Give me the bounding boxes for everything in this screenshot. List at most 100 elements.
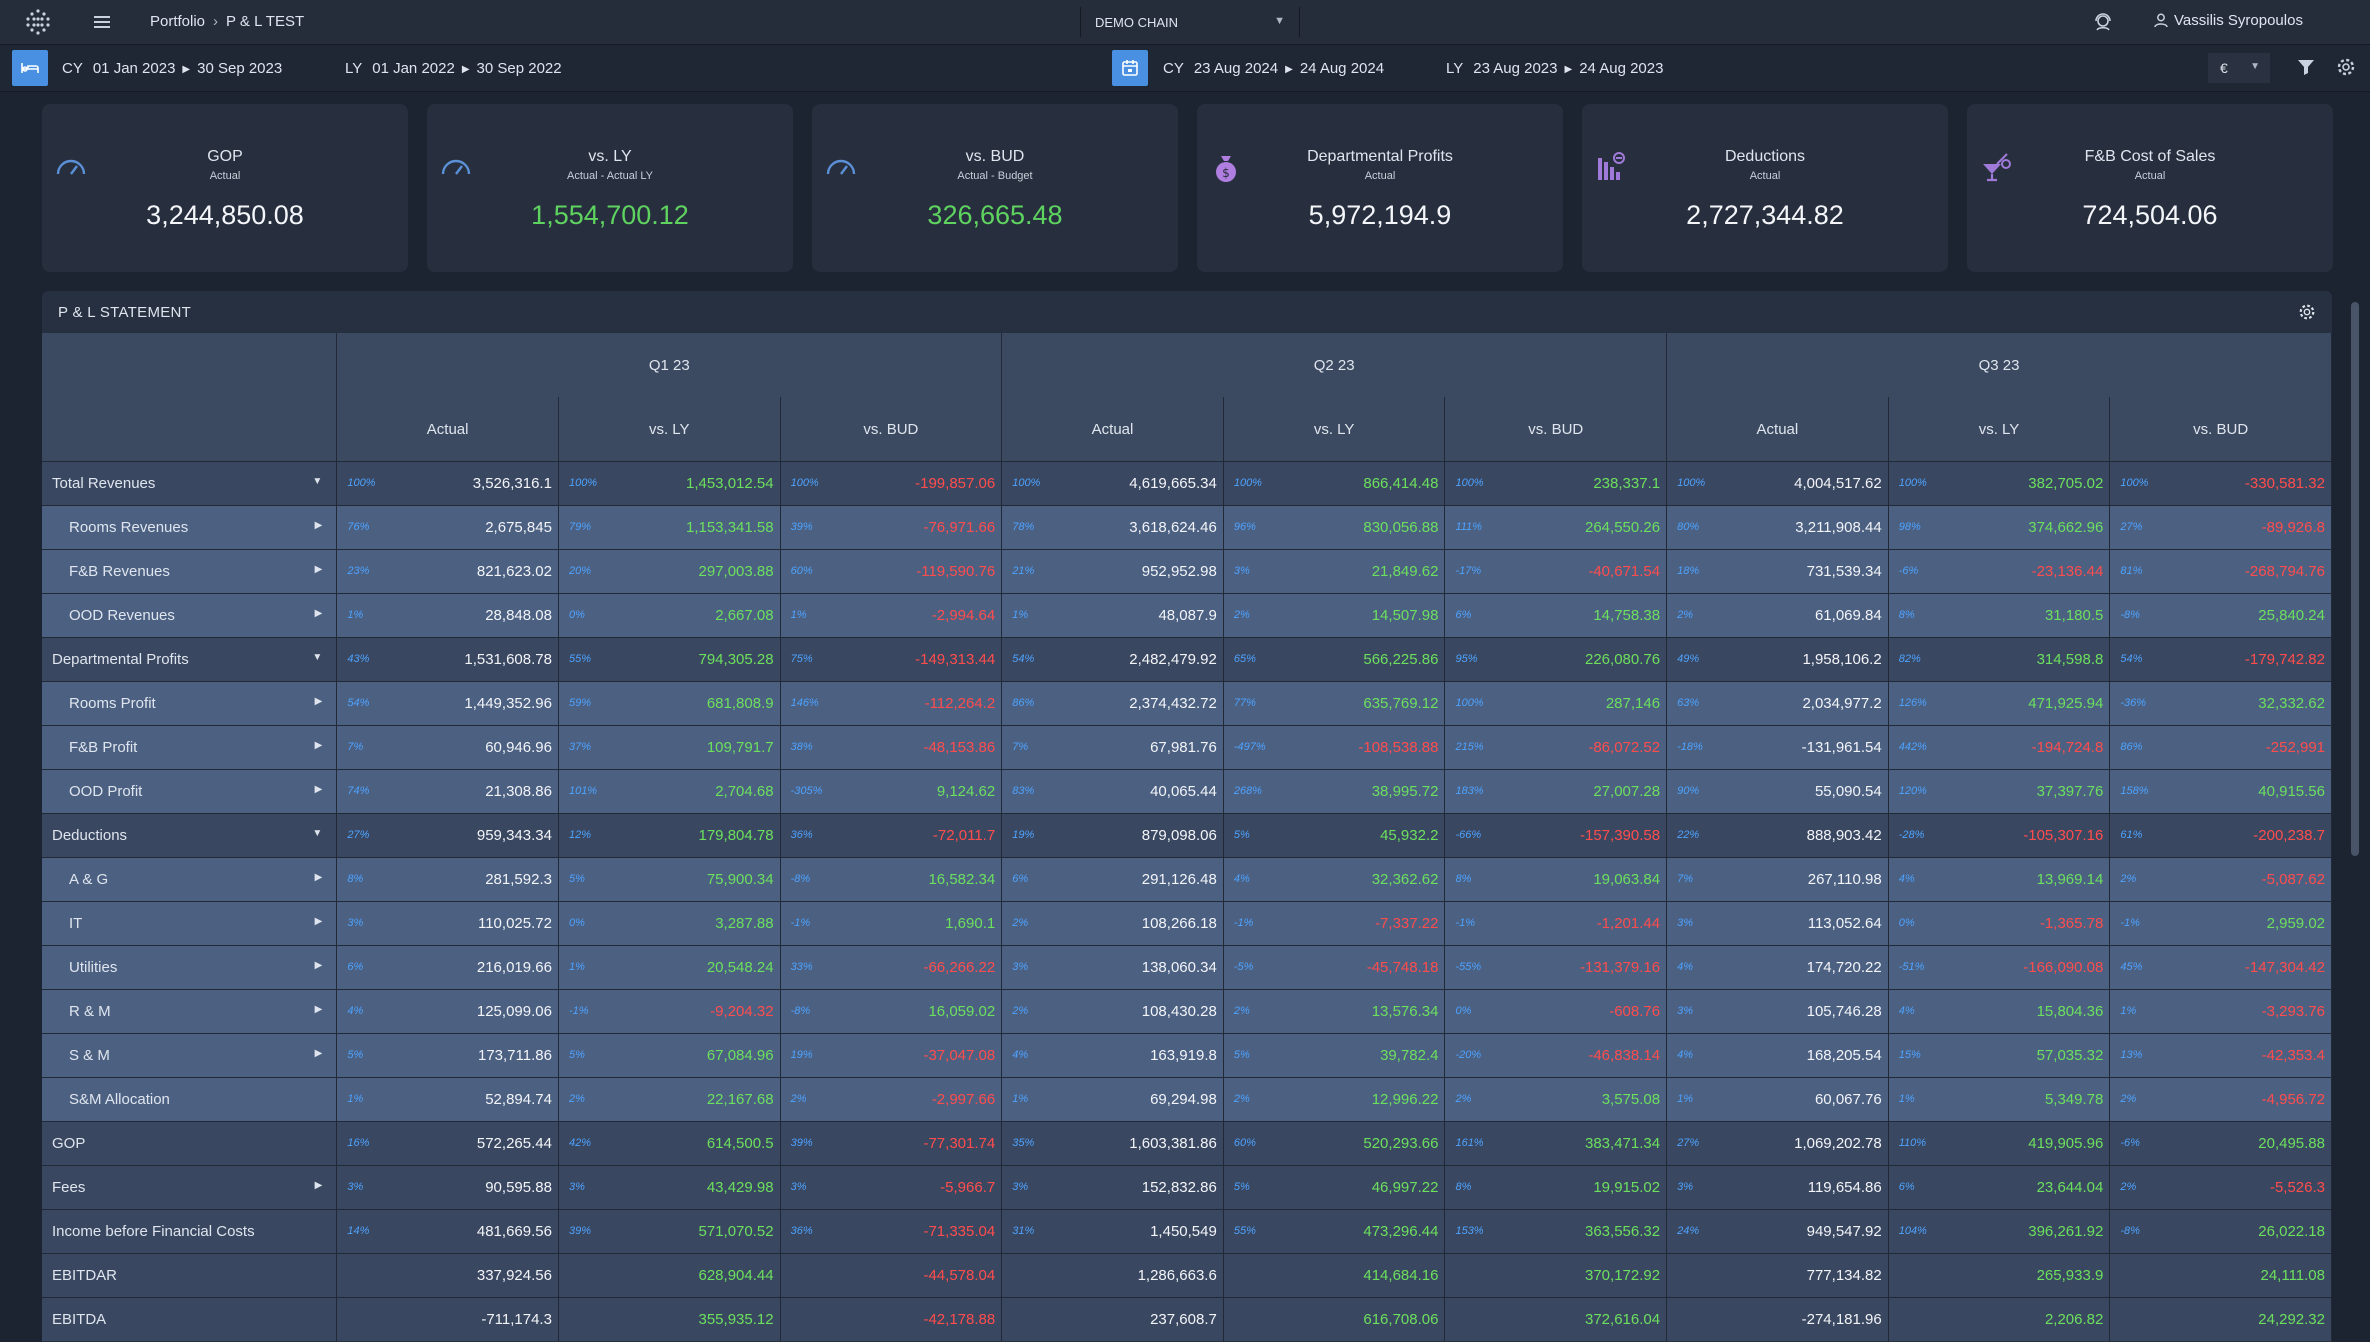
amount-value: -1,201.44 (1596, 915, 1661, 932)
table-row[interactable]: F&B Profit ▶ 7% 60,946.96 37% 109,791.7 38% -48… (42, 725, 2332, 770)
amount-value: 879,098.06 (1141, 827, 1217, 844)
amount-value: -48,153.86 (923, 739, 996, 756)
chevron-down-icon[interactable]: ▼ (312, 828, 323, 839)
column-header[interactable]: vs. LY (1888, 397, 2111, 462)
chevron-right-icon[interactable]: ▶ (314, 564, 323, 575)
gear-icon[interactable] (2298, 303, 2316, 321)
user-menu[interactable]: Vassilis Syropoulos (2154, 12, 2303, 29)
percent-value: 100% (790, 477, 819, 489)
amount-value: 216,019.66 (476, 959, 552, 976)
date-picker-button[interactable] (1112, 50, 1148, 86)
row-label-cell[interactable]: S & M ▶ (42, 1033, 338, 1078)
vertical-scrollbar[interactable] (2351, 302, 2359, 856)
kpi-card-deductions[interactable]: Deductions Actual 2,727,344.82 (1582, 104, 1948, 272)
table-row[interactable]: R & M ▶ 4% 125,099.06 -1% -9,204.32 -8% 16,059.… (42, 989, 2332, 1034)
kpi-subtitle: Actual - Budget (957, 170, 1033, 182)
row-label-cell[interactable]: Departmental Profits ▼ (42, 637, 338, 682)
kpi-card-departmental-profits[interactable]: $ Departmental Profits Actual 5,972,194.… (1197, 104, 1563, 272)
breadcrumb-portfolio-link[interactable]: Portfolio (150, 13, 206, 30)
percent-value: 1% (568, 961, 585, 973)
percent-value: -1% (2120, 917, 2140, 929)
amount-value: 138,060.34 (1141, 959, 1217, 976)
table-row[interactable]: Deductions ▼ 27% 959,343.34 12% 179,804.78 36%… (42, 813, 2332, 858)
value-cell: 158% 40,915.56 (2109, 769, 2332, 814)
table-row[interactable]: IT ▶ 3% 110,025.72 0% 3,287.88 -1% 1,690.1 2% 108… (42, 901, 2332, 946)
chevron-right-icon[interactable]: ▶ (314, 740, 323, 751)
chain-select[interactable]: DEMO CHAIN ▼ (1080, 7, 1300, 37)
row-label-cell[interactable]: F&B Revenues ▶ (42, 549, 338, 594)
chevron-down-icon[interactable]: ▼ (312, 652, 323, 663)
percent-value: 0% (1455, 1005, 1472, 1017)
column-header[interactable]: Actual (1666, 397, 1889, 462)
value-cell: -274,181.96 (1666, 1297, 1889, 1341)
support-agent-icon[interactable] (2092, 11, 2114, 33)
chevron-right-icon[interactable]: ▶ (314, 696, 323, 707)
chevron-right-icon[interactable]: ▶ (314, 1004, 323, 1015)
currency-select[interactable]: € ▼ (2208, 53, 2270, 83)
percent-value: 153% (1455, 1225, 1484, 1237)
row-label-cell[interactable]: OOD Revenues ▶ (42, 593, 338, 638)
chevron-right-icon[interactable]: ▶ (314, 960, 323, 971)
table-row[interactable]: Departmental Profits ▼ 43% 1,531,608.78 55% 7… (42, 637, 2332, 682)
chevron-right-icon[interactable]: ▶ (314, 872, 323, 883)
row-label-cell[interactable]: A & G ▶ (42, 857, 338, 902)
gear-icon[interactable] (2336, 57, 2356, 77)
table-row[interactable]: OOD Profit ▶ 74% 21,308.86 101% 2,704.68 -305%… (42, 769, 2332, 814)
filter-icon[interactable] (2296, 57, 2316, 77)
kpi-card-vs-ly[interactable]: vs. LY Actual - Actual LY 1,554,700.12 (427, 104, 793, 272)
column-header[interactable]: vs. LY (558, 397, 781, 462)
value-cell: 2% 22,167.68 (558, 1077, 781, 1122)
column-header[interactable]: Actual (1001, 397, 1224, 462)
chevron-right-icon[interactable]: ▶ (314, 1180, 323, 1191)
column-header[interactable]: vs. BUD (2109, 397, 2332, 462)
table-row[interactable]: F&B Revenues ▶ 23% 821,623.02 20% 297,003.88 6… (42, 549, 2332, 594)
column-header[interactable]: vs. LY (1223, 397, 1446, 462)
value-cell: 60% 520,293.66 (1223, 1121, 1446, 1166)
amount-value: 614,500.5 (706, 1135, 774, 1152)
percent-value: 183% (1455, 785, 1484, 797)
row-label-cell[interactable]: F&B Profit ▶ (42, 725, 338, 770)
app-logo-icon[interactable] (24, 8, 52, 36)
chevron-right-icon[interactable]: ▶ (314, 784, 323, 795)
amount-value: -66,266.22 (923, 959, 996, 976)
row-label-cell[interactable]: R & M ▶ (42, 989, 338, 1034)
gauge-icon (826, 159, 856, 175)
table-row[interactable]: S & M ▶ 5% 173,711.86 5% 67,084.96 19% -37,047.… (42, 1033, 2332, 1078)
kpi-card-fb-cost-of-sales[interactable]: F&B Cost of Sales Actual 724,504.06 (1967, 104, 2333, 272)
hamburger-menu-icon[interactable] (92, 12, 112, 32)
amount-value: 952,952.98 (1141, 563, 1217, 580)
period-picker-button[interactable] (12, 50, 48, 86)
column-header[interactable]: vs. BUD (780, 397, 1003, 462)
percent-value: 5% (568, 873, 585, 885)
chevron-right-icon[interactable]: ▶ (314, 608, 323, 619)
table-row[interactable]: Rooms Revenues ▶ 76% 2,675,845 79% 1,153,341.… (42, 505, 2332, 550)
table-row[interactable]: Fees ▶ 3% 90,595.88 3% 43,429.98 3% -5,966.7 3% 1… (42, 1165, 2332, 1210)
chevron-right-icon[interactable]: ▶ (314, 1048, 323, 1059)
chevron-right-icon[interactable]: ▶ (314, 520, 323, 531)
table-row[interactable]: OOD Revenues ▶ 1% 28,848.08 0% 2,667.08 1% -2,9… (42, 593, 2332, 638)
chevron-down-icon[interactable]: ▼ (312, 476, 323, 487)
row-label-cell[interactable]: Total Revenues ▼ (42, 461, 338, 506)
kpi-card-vs-bud[interactable]: vs. BUD Actual - Budget 326,665.48 (812, 104, 1178, 272)
percent-value: 146% (790, 697, 819, 709)
row-label-cell[interactable]: Rooms Profit ▶ (42, 681, 338, 726)
table-row[interactable]: Rooms Profit ▶ 54% 1,449,352.96 59% 681,808.9… (42, 681, 2332, 726)
amount-value: 473,296.44 (1363, 1223, 1439, 1240)
row-label-cell[interactable]: Fees ▶ (42, 1165, 338, 1210)
column-header[interactable]: Actual (336, 397, 559, 462)
percent-value: -1% (790, 917, 811, 929)
amount-value: 40,065.44 (1150, 783, 1217, 800)
kpi-card-gop[interactable]: GOP Actual 3,244,850.08 (42, 104, 408, 272)
chevron-right-icon[interactable]: ▶ (314, 916, 323, 927)
table-row[interactable]: Total Revenues ▼ 100% 3,526,316.1 100% 1,453,… (42, 461, 2332, 506)
row-label-cell[interactable]: OOD Profit ▶ (42, 769, 338, 814)
value-cell: 1% 52,894.74 (336, 1077, 559, 1122)
column-header[interactable]: vs. BUD (1444, 397, 1668, 462)
table-row[interactable]: A & G ▶ 8% 281,592.3 5% 75,900.34 -8% 16,582.34… (42, 857, 2332, 902)
row-label-cell[interactable]: Deductions ▼ (42, 813, 338, 858)
row-label-cell[interactable]: IT ▶ (42, 901, 338, 946)
table-row[interactable]: Utilities ▶ 6% 216,019.66 1% 20,548.24 33% -66,… (42, 945, 2332, 990)
row-label-cell[interactable]: Utilities ▶ (42, 945, 338, 990)
value-cell: 31% 1,450,549 (1001, 1209, 1224, 1254)
row-label-cell[interactable]: Rooms Revenues ▶ (42, 505, 338, 550)
